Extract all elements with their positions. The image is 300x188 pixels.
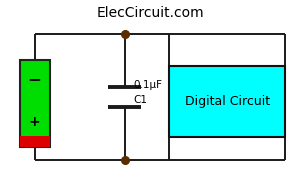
- Text: Digital Circuit: Digital Circuit: [185, 95, 270, 108]
- Bar: [20, 136, 50, 147]
- Text: −: −: [28, 70, 41, 88]
- Bar: [169, 66, 285, 137]
- Text: C1: C1: [134, 95, 148, 105]
- Text: ElecCircuit.com: ElecCircuit.com: [96, 6, 204, 20]
- Text: +: +: [29, 115, 40, 129]
- Text: 0.1μF: 0.1μF: [134, 80, 163, 90]
- Bar: [20, 60, 50, 147]
